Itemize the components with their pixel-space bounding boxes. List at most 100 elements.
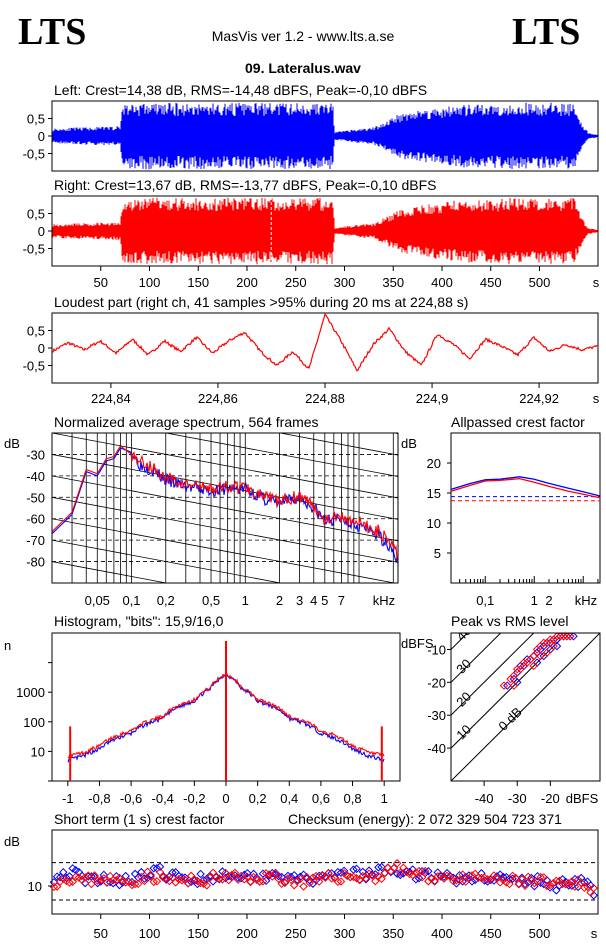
left-channel-waveform: [52, 102, 598, 170]
crest-factor-left-line: [450, 476, 601, 497]
short-term-right-point: [455, 876, 464, 885]
short-term-left-point: [68, 864, 77, 873]
short-term-right-point: [240, 875, 249, 884]
peak-vs-rms-right-point: [499, 681, 509, 690]
short-term-right-point: [349, 872, 358, 882]
short-term-right-point: [87, 879, 96, 889]
spectrum-xtick-label: 4: [310, 593, 317, 608]
short-term-right-point: [308, 873, 318, 882]
short-term-left-point: [137, 867, 146, 877]
peak-vs-rms-frame: [450, 632, 601, 782]
short-term-right-point: [74, 873, 84, 882]
short-term-left-point: [221, 873, 230, 883]
left-channel-ytick-label: 0,5: [27, 112, 45, 127]
crest-factor-right-line: [450, 477, 601, 499]
short-term-left-point: [143, 873, 152, 883]
short-term-right-point: [402, 867, 411, 876]
short-term-right-point: [318, 871, 327, 881]
short-term-left-point: [586, 881, 595, 890]
spectrum-diagonal: [52, 561, 169, 583]
short-term-right-point: [367, 871, 377, 880]
spectrum-diagonal: [52, 496, 398, 563]
short-term-right-point: [205, 873, 215, 882]
short-term-left-point: [71, 866, 81, 875]
short-term-right-point: [489, 871, 499, 880]
short-term-xtick-label: 150: [187, 926, 209, 941]
waveform-xtick-label: 50: [94, 275, 108, 290]
short-term-right-point: [112, 875, 121, 885]
short-term-right-point: [77, 875, 87, 885]
loudest-part-frame: [51, 312, 599, 384]
short-term-right-point: [396, 868, 405, 878]
short-term-left-point: [202, 874, 212, 884]
short-term-left-point: [55, 872, 65, 882]
short-term-right-point: [305, 878, 315, 888]
waveform-xtick-label: 300: [334, 275, 356, 290]
spectrum-diagonal: [163, 433, 398, 477]
short-term-right-point: [458, 870, 467, 879]
short-term-right-point: [511, 873, 520, 883]
short-term-left-point: [589, 891, 598, 900]
short-term-right-point: [576, 878, 586, 887]
short-term-xtick-label: 100: [139, 926, 161, 941]
spectrum-xtick-label: 1: [242, 593, 249, 608]
short-term-right-point: [570, 882, 580, 891]
short-term-right-point: [299, 882, 308, 891]
peak-vs-rms-xtick-label: -30: [508, 791, 527, 806]
short-term-xtick-label: 350: [382, 926, 404, 941]
short-term-right-point: [296, 874, 305, 884]
short-term-xtick-label: 300: [334, 926, 356, 941]
short-term-left-point: [277, 872, 286, 882]
short-term-right-point: [342, 871, 352, 880]
short-term-right-point: [302, 872, 311, 882]
short-term-right-point: [208, 868, 218, 877]
peak-vs-rms-diagonal: [451, 633, 600, 781]
short-term-left-point: [377, 862, 386, 872]
waveform-xtick-label: 350: [382, 275, 404, 290]
spectrum-diagonal: [278, 433, 398, 456]
histogram-xtick-label: 0,2: [249, 791, 267, 806]
short-term-left-point: [527, 873, 536, 883]
histogram-xtick-label: -0,6: [120, 791, 142, 806]
left-channel-group: 0,5 0 -0,5: [23, 102, 598, 170]
peak-vs-rms-plot-area: 40 30 20 10 0 dB: [451, 623, 600, 781]
short-term-right-point: [252, 875, 261, 885]
short-term-right-point: [314, 877, 324, 886]
loudest-part-xunit-label: s: [593, 391, 600, 406]
short-term-right-point: [227, 870, 237, 880]
short-term-left-point: [552, 886, 561, 895]
short-term-left-point: [162, 875, 171, 884]
peak-vs-rms-ytick-label: -30: [427, 708, 446, 723]
waveform-xtick-label: 100: [139, 275, 161, 290]
loudest-part-xtick-label: 224,9: [416, 391, 449, 406]
short-term-right-point: [555, 876, 564, 886]
short-term-crest-title: Short term (1 s) crest factor: [54, 811, 225, 827]
spectrum-yunit-label: dB: [4, 436, 20, 451]
spectrum-diagonal: [52, 326, 398, 391]
short-term-left-point: [283, 871, 293, 881]
peak-vs-rms-diag-label: 40: [453, 623, 474, 644]
crest-factor-xtick-label: 1: [531, 593, 538, 608]
peak-vs-rms-ytick-label: -10: [427, 642, 446, 657]
right-channel-waveform: [52, 197, 598, 265]
spectrum-xtick-label: 0,5: [202, 593, 220, 608]
peak-vs-rms-xunit-label: dBFS: [566, 791, 599, 806]
short-term-right-point: [530, 878, 539, 888]
loudest-part-xtick-label: 224,88: [305, 391, 345, 406]
short-term-right-point: [146, 872, 155, 881]
histogram-xtick-label: 0: [222, 791, 229, 806]
short-term-right-point: [80, 873, 90, 882]
histogram-xtick-label: -0,8: [88, 791, 110, 806]
right-channel-group: 0,5 0 -0,5: [23, 197, 598, 265]
right-channel-title: Right: Crest=13,67 dB, RMS=-13,77 dBFS, …: [54, 177, 437, 193]
short-term-left-point: [396, 870, 405, 880]
short-term-right-point: [249, 872, 258, 882]
short-term-right-point: [461, 877, 471, 886]
short-term-right-point: [424, 876, 433, 886]
spectrum-ytick-label: -60: [26, 512, 45, 527]
short-term-right-point: [168, 873, 177, 882]
app-title: MasVis ver 1.2 - www.lts.a.se: [211, 28, 395, 44]
peak-vs-rms-diag-label: 20: [453, 689, 474, 710]
spectrum-diagonal: [52, 262, 398, 327]
right-channel-ytick-label: -0,5: [23, 242, 45, 257]
